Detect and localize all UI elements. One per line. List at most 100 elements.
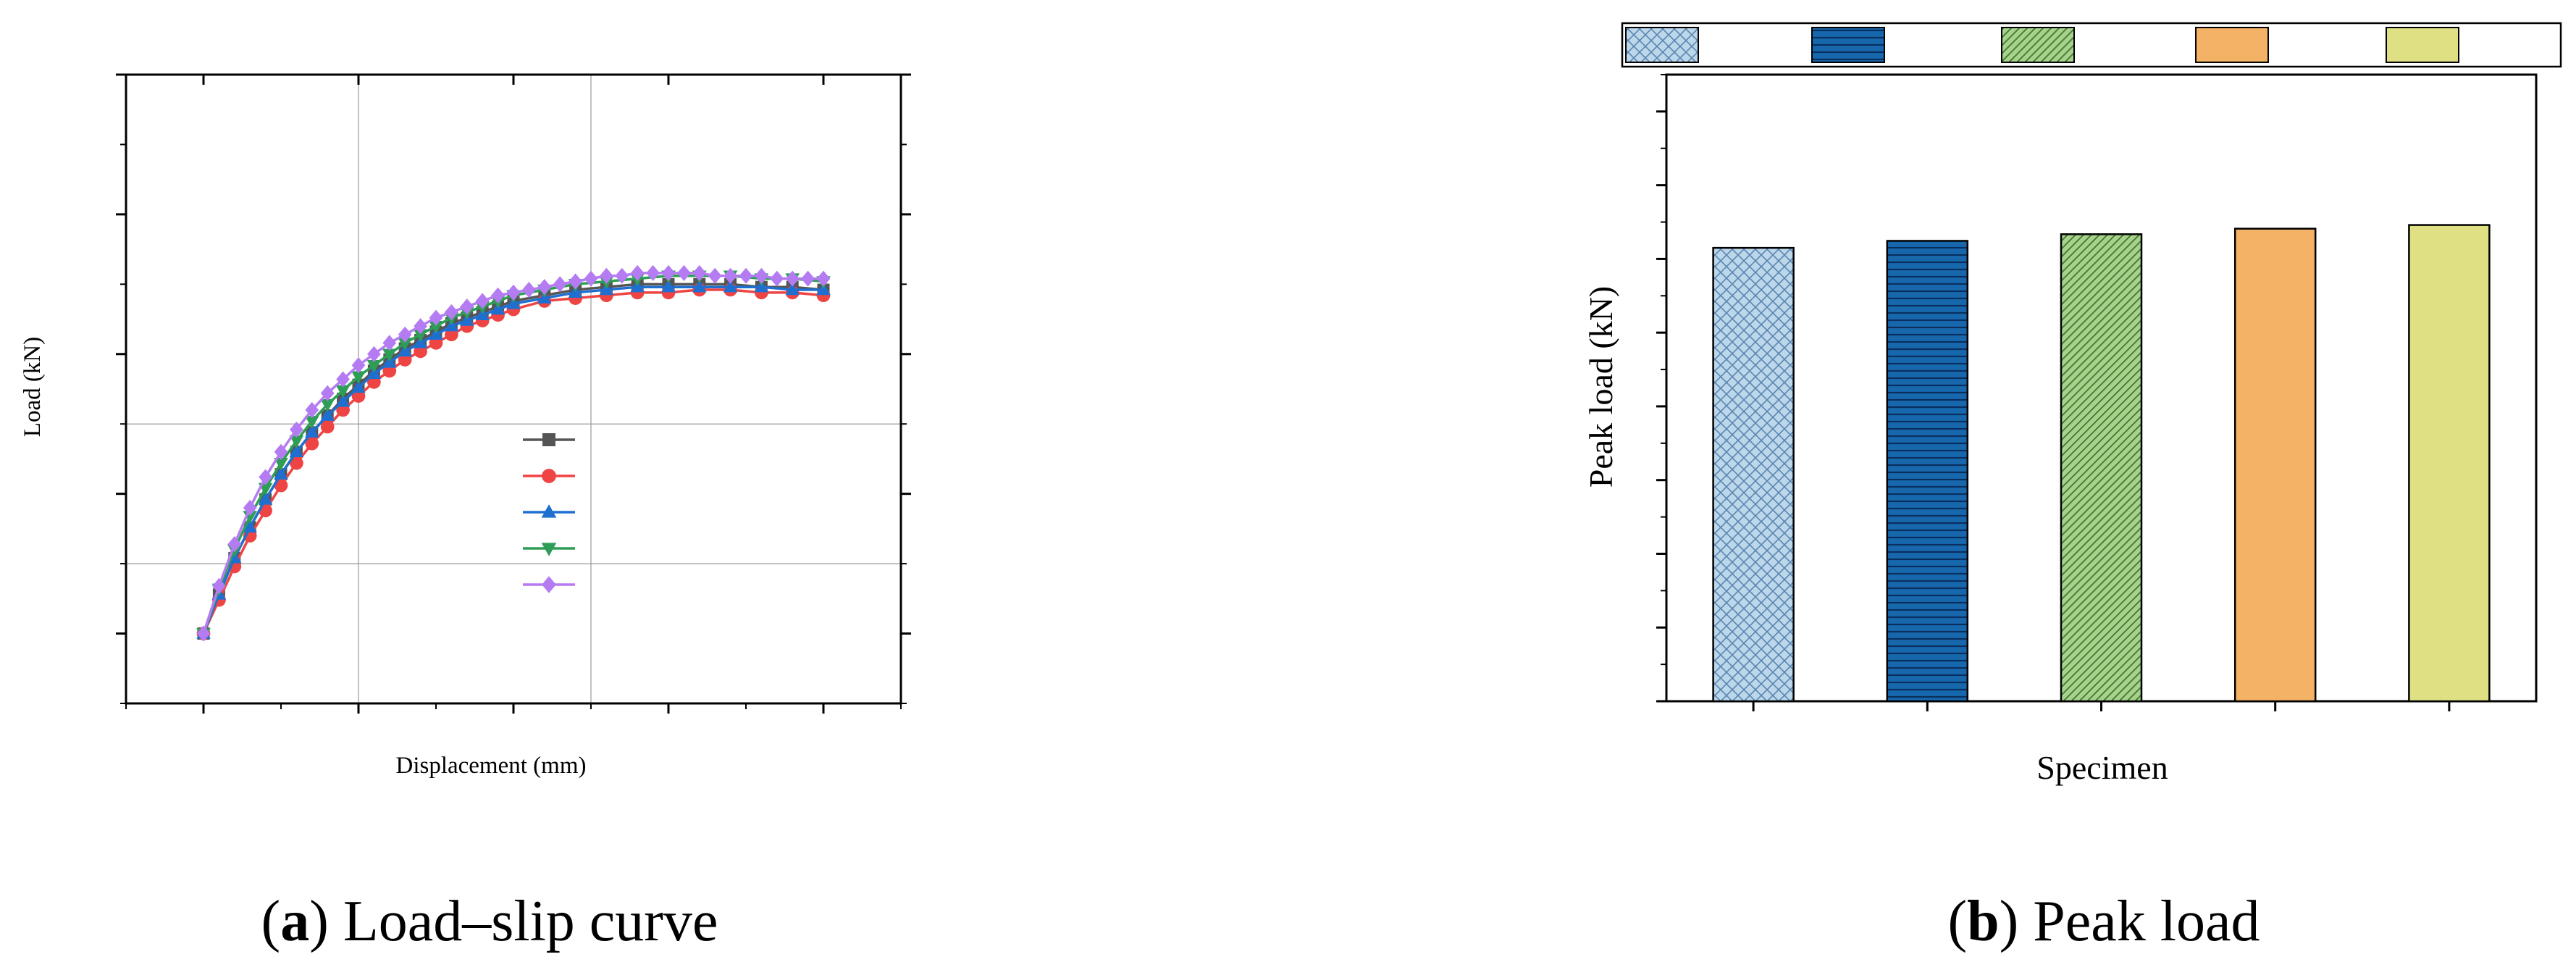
legend-item-l-23 <box>523 504 575 518</box>
data-point-l-23 <box>785 282 800 296</box>
legend-marker <box>541 504 557 518</box>
data-point-l-23 <box>258 492 273 505</box>
bar <box>1886 240 1969 703</box>
legend-item-w-800 <box>2386 27 2459 63</box>
data-point-l-24 <box>429 320 443 334</box>
data-point-l-25 <box>305 401 319 418</box>
data-point-l-25 <box>816 270 831 287</box>
data-point-l-25 <box>243 499 257 517</box>
data-point-l-25 <box>801 270 815 287</box>
data-point-l-25 <box>755 267 768 284</box>
data-point-l-25 <box>646 264 660 281</box>
data-point-l-24 <box>320 398 335 412</box>
legend-swatch <box>2001 27 2075 63</box>
legend-item-l-25 <box>523 576 575 593</box>
data-point-l-25 <box>445 304 458 320</box>
series-l-25 <box>196 264 831 642</box>
data-point-l-25 <box>506 284 521 301</box>
data-point-l-25 <box>708 267 722 284</box>
data-point-l-23 <box>320 408 335 421</box>
legend <box>523 433 575 593</box>
data-point-l-24 <box>289 435 304 448</box>
series-group <box>196 264 831 642</box>
data-point-l-25 <box>600 267 613 284</box>
caption-a-text: Load–slip curve <box>329 890 718 953</box>
data-point-l-24 <box>351 371 366 384</box>
legend-marker <box>542 433 555 446</box>
data-point-l-25 <box>274 443 288 460</box>
bar <box>2233 227 2317 703</box>
y-axis-ticks-left <box>116 73 126 704</box>
data-point-l-24 <box>398 338 412 351</box>
data-point-l-25 <box>351 357 366 374</box>
data-point-l-25 <box>460 298 474 315</box>
data-point-l-25 <box>212 577 226 595</box>
legend-item-w-400 <box>1625 27 1699 63</box>
data-point-l-23 <box>305 425 319 438</box>
legend <box>1621 22 2562 68</box>
load-slip-chart: Displacement (mm) Load (kN) <box>20 73 911 779</box>
data-point-l-25 <box>382 335 397 351</box>
legend-item-w-600 <box>2001 27 2075 63</box>
y-axis-title: Peak load (kN) <box>1582 286 1619 488</box>
data-point-l-25 <box>723 267 737 284</box>
data-point-l-25 <box>630 264 645 281</box>
data-point-l-23 <box>351 380 366 393</box>
y-axis-ticks <box>1656 74 1666 703</box>
legend-swatch <box>1625 27 1699 63</box>
data-point-l-22 <box>320 419 335 434</box>
data-point-l-23 <box>243 519 257 533</box>
grid-lines <box>126 75 901 703</box>
data-point-l-23 <box>723 279 738 293</box>
data-point-l-25 <box>584 270 598 287</box>
caption-b-text: Peak load <box>2018 890 2260 953</box>
data-point-l-23 <box>335 394 351 407</box>
data-point-l-25 <box>475 293 490 309</box>
data-point-l-24 <box>305 416 319 429</box>
bar-l-1 <box>2060 233 2143 711</box>
data-point-l-25 <box>537 279 552 296</box>
data-point-l-25 <box>692 264 707 281</box>
legend-item-l-22 <box>523 469 575 483</box>
plot-frame <box>125 73 902 705</box>
data-point-l-25 <box>429 309 443 326</box>
legend-swatch <box>1811 27 1885 63</box>
data-point-l-25 <box>785 270 800 287</box>
data-point-l-25 <box>615 267 629 284</box>
data-point-l-25 <box>739 267 753 284</box>
data-point-l-25 <box>677 264 691 281</box>
data-point-l-25 <box>414 318 427 335</box>
legend-swatch <box>2386 27 2459 63</box>
legend-swatch <box>2195 27 2269 63</box>
peak-load-chart: Specimen Peak load (kN) <box>1582 22 2562 786</box>
data-point-l-24 <box>335 385 351 398</box>
bar <box>1712 246 1795 703</box>
legend-item-w-700 <box>2195 27 2269 63</box>
data-point-l-22 <box>305 436 319 451</box>
data-point-l-25 <box>259 469 272 485</box>
caption-b: (b) Peak load <box>1947 890 2260 953</box>
x-axis-title: Specimen <box>2036 749 2168 786</box>
data-point-l-25 <box>491 287 505 304</box>
legend-item-w-200 <box>1811 27 1885 63</box>
bar <box>2408 224 2491 703</box>
data-point-l-24 <box>366 359 382 373</box>
data-point-l-23 <box>661 279 676 293</box>
data-point-l-23 <box>274 467 288 480</box>
caption-b-letter: b <box>1967 890 2000 953</box>
bar-l-23 <box>1886 240 1969 711</box>
bar-l-25 <box>2408 224 2491 711</box>
bar-l-24 <box>2233 227 2317 711</box>
data-point-l-25 <box>661 264 676 281</box>
legend-marker <box>542 576 556 593</box>
caption-a-letter: a <box>280 890 309 953</box>
legend-frame <box>1621 22 2562 68</box>
y-axis-ticks-right <box>901 73 911 704</box>
bar <box>2060 233 2143 703</box>
data-point-l-25 <box>227 536 242 553</box>
data-point-l-22 <box>290 456 303 470</box>
legend-marker <box>541 543 557 556</box>
data-point-l-24 <box>413 329 428 342</box>
series-l-22 <box>196 283 831 640</box>
